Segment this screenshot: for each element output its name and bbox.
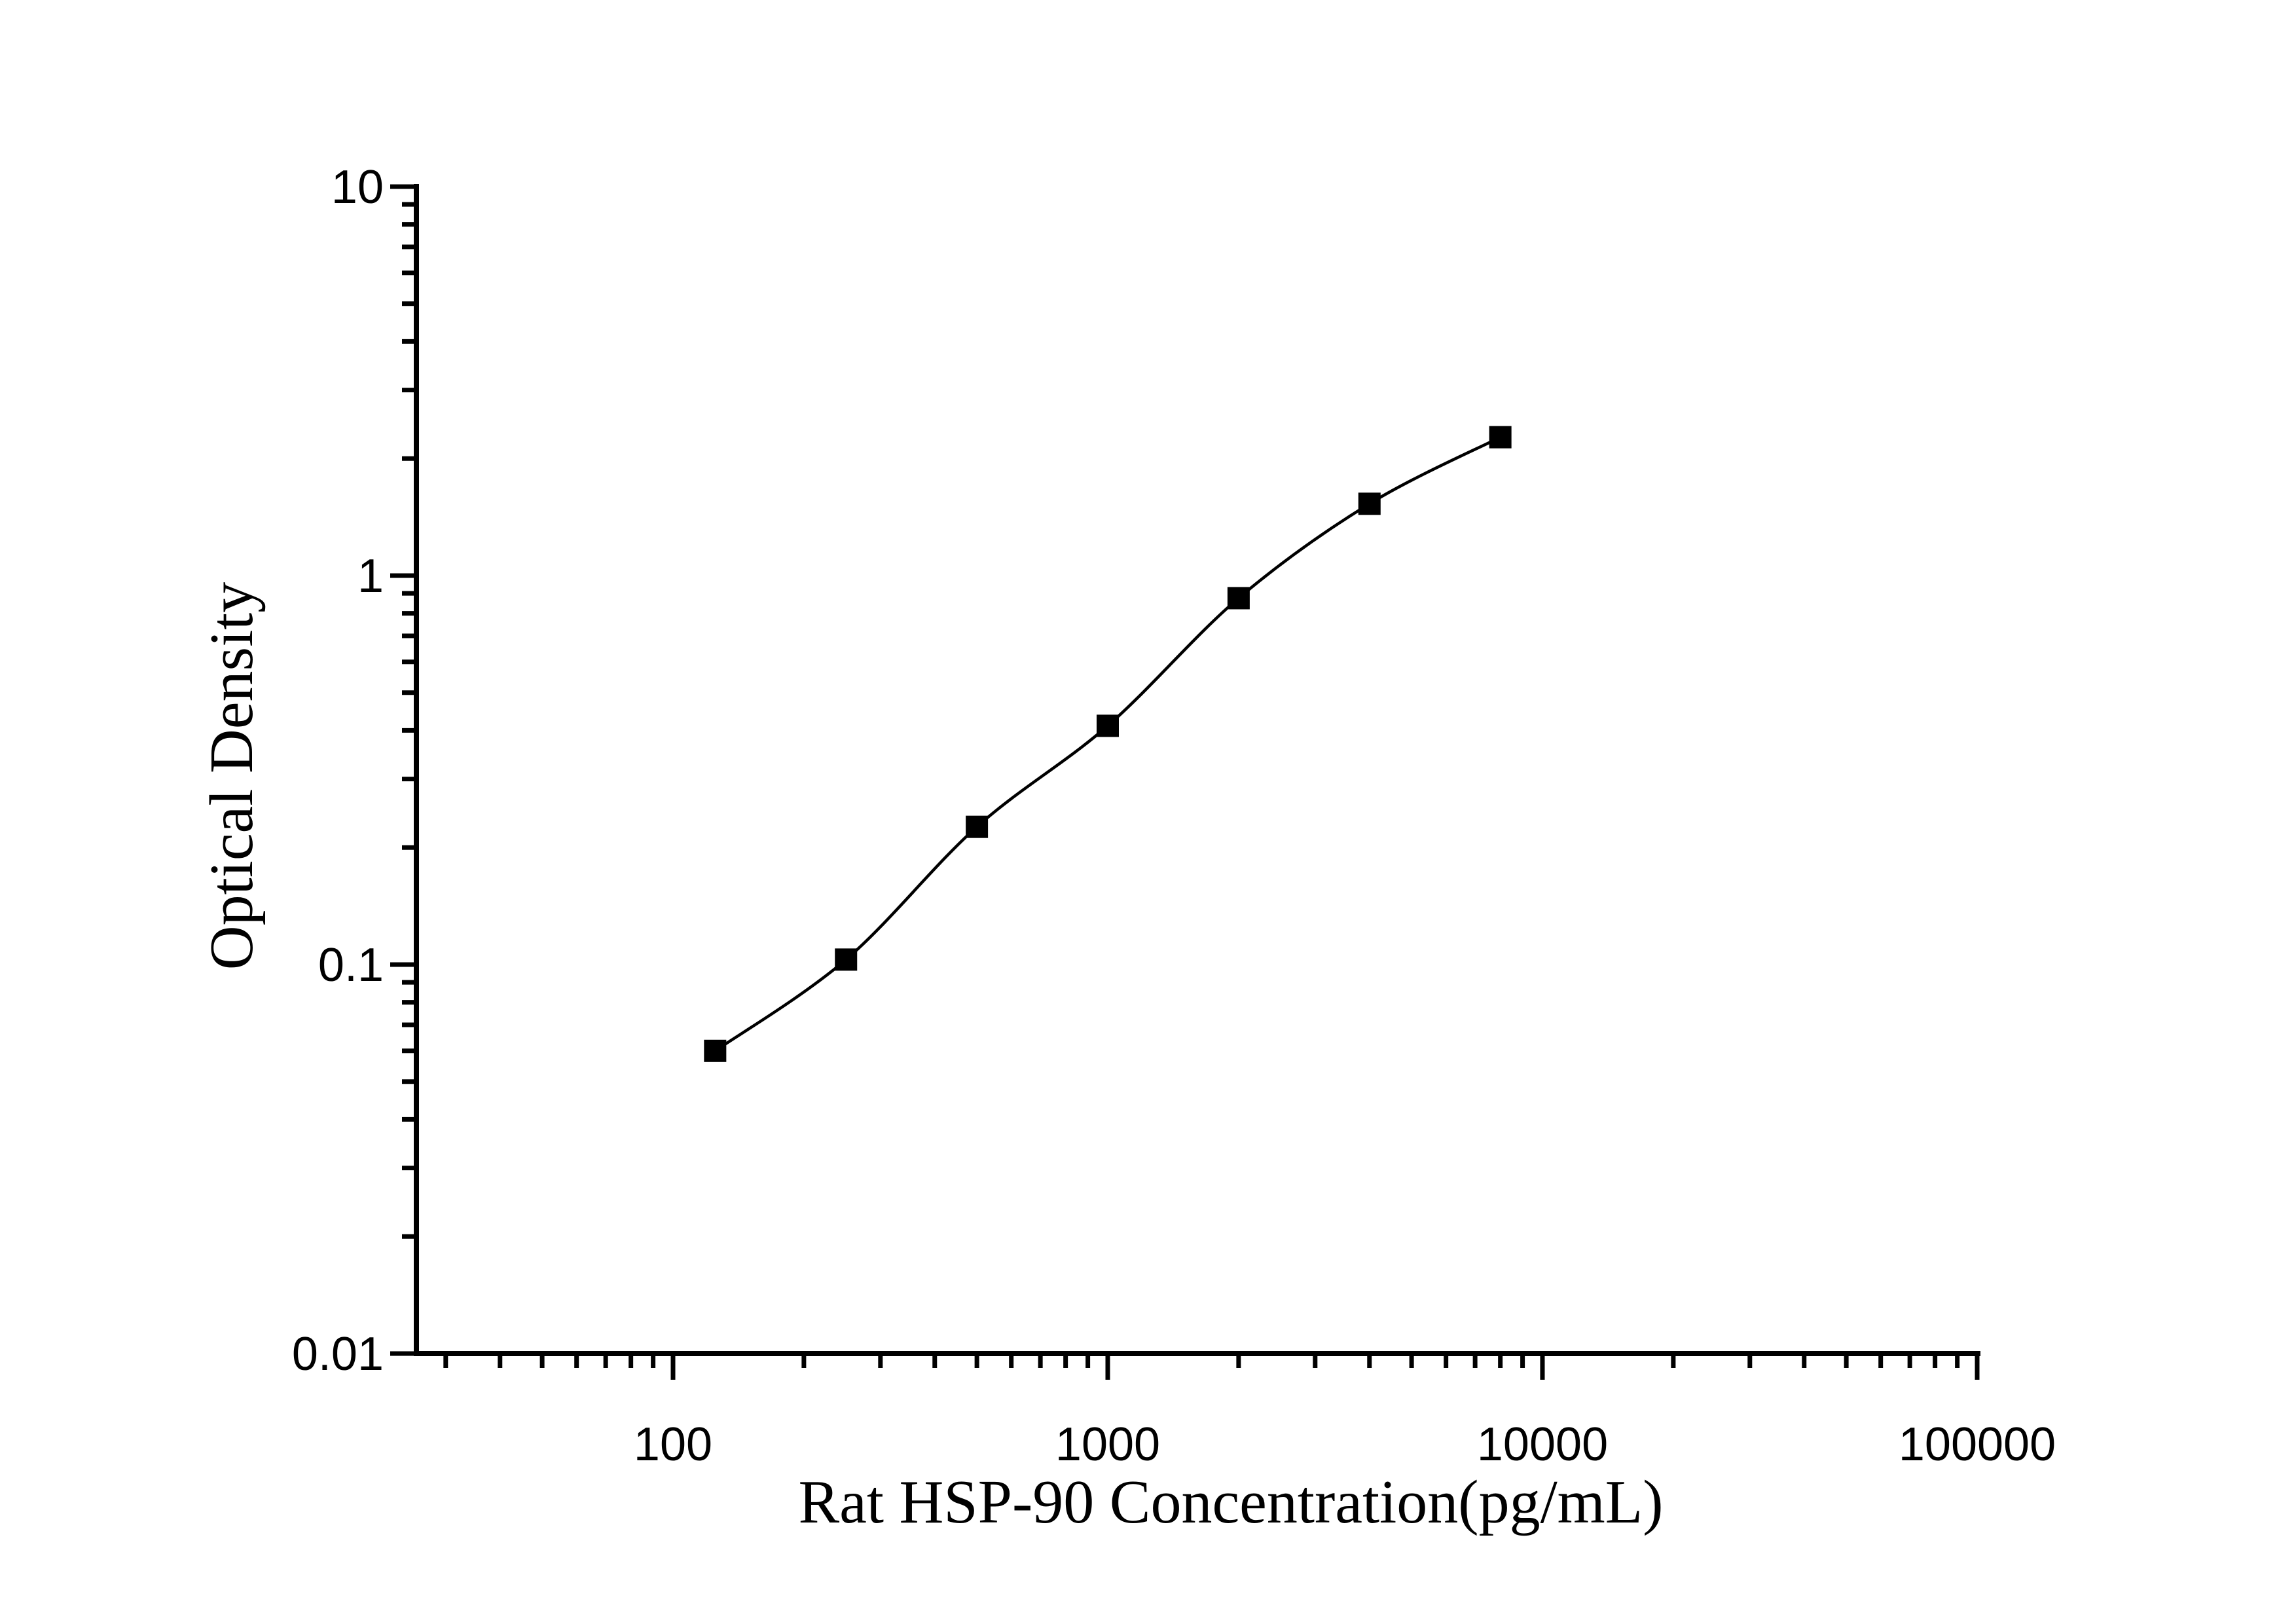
data-point-marker	[835, 948, 858, 971]
y-axis: 0.01 0.1 1 10	[292, 161, 419, 1380]
fit-curve	[714, 435, 1501, 1052]
x-tick-label: 1000	[1055, 1418, 1160, 1471]
y-axis-title: Optical Density	[198, 582, 266, 970]
x-tick-label: 10000	[1477, 1418, 1608, 1471]
x-axis-title: Rat HSP-90 Concentration(pg/mL)	[798, 1468, 1663, 1536]
data-point-markers	[704, 426, 1512, 1062]
data-point-marker	[966, 815, 989, 838]
x-tick-label: 100000	[1899, 1418, 2056, 1471]
data-point-marker	[1358, 492, 1381, 515]
y-tick-label: 1	[357, 550, 384, 602]
data-point-marker	[1489, 426, 1512, 449]
y-tick-label: 0.1	[318, 939, 384, 991]
data-point-marker	[704, 1039, 727, 1062]
y-tick-label: 0.01	[292, 1328, 384, 1380]
data-point-marker	[1097, 714, 1119, 737]
x-axis: 100 1000 10000 100000	[414, 1351, 2056, 1471]
y-tick-label: 10	[331, 161, 384, 213]
x-tick-label: 100	[634, 1418, 712, 1471]
data-point-marker	[1227, 587, 1250, 610]
